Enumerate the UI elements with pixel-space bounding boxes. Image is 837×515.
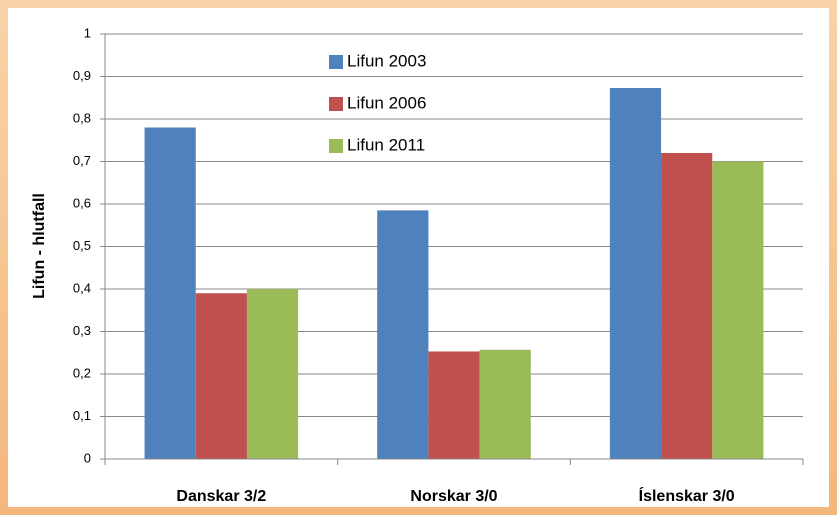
legend-swatch [329, 55, 343, 69]
y-axis-label: Lifun - hlutfall [31, 193, 48, 299]
bar [428, 351, 480, 459]
bar [144, 127, 196, 459]
chart: Lifun - hlutfall 0 0,1 0,2 0,3 0,4 0,5 0,6 0,7 0… [8, 8, 829, 507]
bar [479, 349, 531, 459]
y-tick-label: 0,8 [73, 110, 91, 125]
y-tick-label: 0 [84, 450, 91, 465]
bar [195, 293, 247, 459]
y-tick-label: 0,2 [73, 365, 91, 380]
x-tick-label: Norskar 3/0 [410, 488, 497, 505]
bar [661, 153, 713, 459]
legend-label: Lifun 2006 [347, 93, 426, 112]
legend-swatch [329, 139, 343, 153]
bar [712, 161, 764, 459]
y-tick-label: 1 [84, 25, 91, 40]
legend-label: Lifun 2003 [347, 51, 426, 70]
y-tick-label: 0,1 [73, 408, 91, 423]
y-tick-label: 0,5 [73, 238, 91, 253]
y-tick-label: 0,6 [73, 195, 91, 210]
bar [377, 210, 429, 459]
x-tick-label: Íslenskar 3/0 [639, 486, 735, 505]
y-tick-label: 0,7 [73, 153, 91, 168]
y-tick-label: 0,4 [73, 280, 91, 295]
y-tick-label: 0,3 [73, 323, 91, 338]
legend-label: Lifun 2011 [347, 135, 425, 154]
bar [246, 289, 299, 459]
y-tick-label: 0,9 [73, 68, 91, 83]
x-tick-label: Danskar 3/2 [176, 488, 266, 505]
legend-swatch [329, 97, 343, 111]
bar [609, 87, 662, 459]
